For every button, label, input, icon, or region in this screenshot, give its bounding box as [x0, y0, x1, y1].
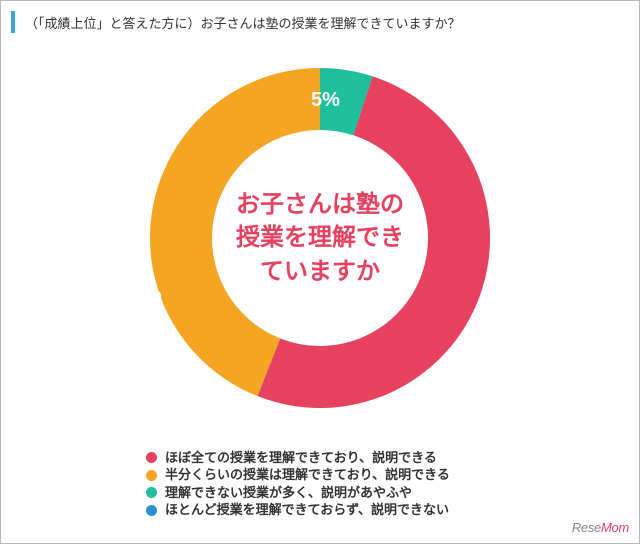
legend-label: 半分くらいの授業は理解できており、説明できる [165, 466, 450, 484]
donut-pct-label: 51% [506, 261, 562, 293]
legend-item: ほぼ全ての授業を理解できており、説明できる [146, 449, 450, 467]
watermark-part1: Rese [572, 520, 601, 535]
legend-item: ほとんど授業を理解できておらず、説明できない [146, 501, 450, 519]
donut-pct-label: 44% [106, 278, 162, 310]
legend-dot-icon [146, 505, 157, 516]
header: （「成績上位」と答えた方に）お子さんは塾の授業を理解できていますか？ [1, 1, 639, 33]
watermark: ReseMom [572, 520, 629, 535]
watermark-part2: Mom [601, 520, 629, 535]
donut-pct-label: 5% [311, 89, 340, 112]
legend-dot-icon [146, 487, 157, 498]
donut-center-title: お子さんは塾の授業を理解できていますか [225, 188, 415, 289]
chart-frame: （「成績上位」と答えた方に）お子さんは塾の授業を理解できていますか？ お子さんは… [0, 0, 640, 544]
header-accent-bar [11, 11, 15, 33]
legend-item: 理解できない授業が多く、説明があやふや [146, 484, 450, 502]
donut-chart: お子さんは塾の授業を理解できていますか 51% 44% 5% [1, 33, 639, 443]
legend-label: ほとんど授業を理解できておらず、説明できない [165, 501, 449, 519]
legend-label: ほぼ全ての授業を理解できており、説明できる [165, 449, 437, 467]
legend-label: 理解できない授業が多く、説明があやふや [165, 484, 412, 502]
legend-item: 半分くらいの授業は理解できており、説明できる [146, 466, 450, 484]
legend: ほぼ全ての授業を理解できており、説明できる半分くらいの授業は理解できており、説明… [146, 449, 450, 519]
question-text: （「成績上位」と答えた方に）お子さんは塾の授業を理解できていますか？ [25, 13, 461, 32]
legend-dot-icon [146, 470, 157, 481]
legend-dot-icon [146, 452, 157, 463]
